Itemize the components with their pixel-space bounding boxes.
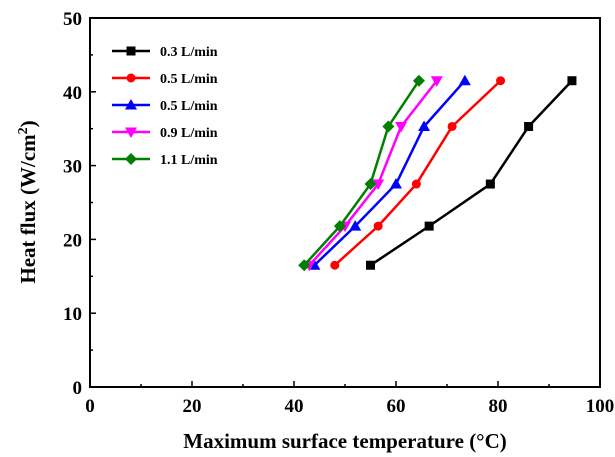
y-axis-title-end: ): [16, 120, 40, 127]
legend-swatch-marker: [126, 46, 136, 56]
legend-item: 0.5 L/min: [112, 72, 218, 87]
data-point: [458, 74, 471, 86]
x-tick-label: 20: [183, 396, 202, 417]
x-tick-label: 0: [85, 396, 95, 417]
legend-swatch-marker: [125, 127, 137, 138]
axis-ticks: 0 20 40 60 80 100 0 10 20 30 40 50: [63, 9, 614, 417]
legend-swatch-marker: [125, 99, 137, 110]
data-point: [412, 74, 425, 87]
data-point: [496, 76, 506, 86]
y-tick-label: 10: [63, 304, 82, 325]
legend-item: 0.9 L/min: [112, 126, 218, 141]
data-point: [395, 121, 408, 133]
data-point: [366, 260, 375, 270]
y-axis-title: Heat flux (W/cm2): [16, 120, 40, 283]
legend-label: 0.5 L/min: [160, 72, 218, 87]
legend-item: 0.3 L/min: [112, 45, 218, 60]
y-tick-label: 20: [63, 230, 82, 251]
data-point: [424, 221, 434, 231]
data-point: [372, 179, 385, 191]
legend-label: 0.9 L/min: [160, 126, 218, 141]
data-point: [524, 121, 534, 131]
series: [298, 74, 425, 272]
data-point: [364, 178, 377, 191]
y-tick-label: 50: [63, 9, 82, 30]
data-point: [485, 179, 495, 189]
x-axis-title: Maximum surface temperature (°C): [183, 429, 507, 453]
series-line: [333, 79, 502, 267]
x-tick-label: 60: [387, 396, 406, 417]
y-axis-title-base: Heat flux (W/cm: [16, 134, 40, 284]
data-point: [447, 121, 457, 131]
data-point: [333, 220, 346, 233]
legend: 0.3 L/min 0.5 L/min 0.5 L/min 0.9 L/min 1.1 …: [112, 45, 218, 168]
data-point: [373, 221, 383, 231]
series-line: [313, 79, 466, 267]
data-point: [330, 260, 340, 270]
y-axis-title-sup: 2: [16, 127, 31, 134]
data-point: [411, 179, 421, 189]
data-point: [567, 76, 577, 86]
legend-label: 0.3 L/min: [160, 45, 218, 60]
legend-item: 0.5 L/min: [112, 99, 218, 114]
y-tick-label: 40: [63, 83, 82, 104]
data-point: [430, 76, 443, 87]
data-point: [382, 120, 395, 133]
series-layer: [298, 74, 577, 272]
y-tick-label: 30: [63, 157, 82, 178]
x-tick-label: 80: [489, 396, 508, 417]
y-tick-label: 0: [73, 378, 83, 399]
series: [308, 74, 471, 270]
legend-swatch-marker: [126, 73, 136, 83]
legend-label: 0.5 L/min: [160, 99, 218, 114]
data-point: [349, 220, 362, 231]
data-point: [390, 178, 402, 189]
legend-label: 1.1 L/min: [160, 153, 218, 168]
series: [330, 76, 506, 270]
data-point: [418, 120, 431, 131]
series: [366, 76, 577, 270]
data-point: [298, 259, 311, 272]
legend-item: 1.1 L/min: [112, 153, 218, 168]
x-tick-label: 100: [586, 396, 615, 417]
x-tick-label: 40: [285, 396, 304, 417]
legend-swatch-marker: [125, 153, 137, 165]
